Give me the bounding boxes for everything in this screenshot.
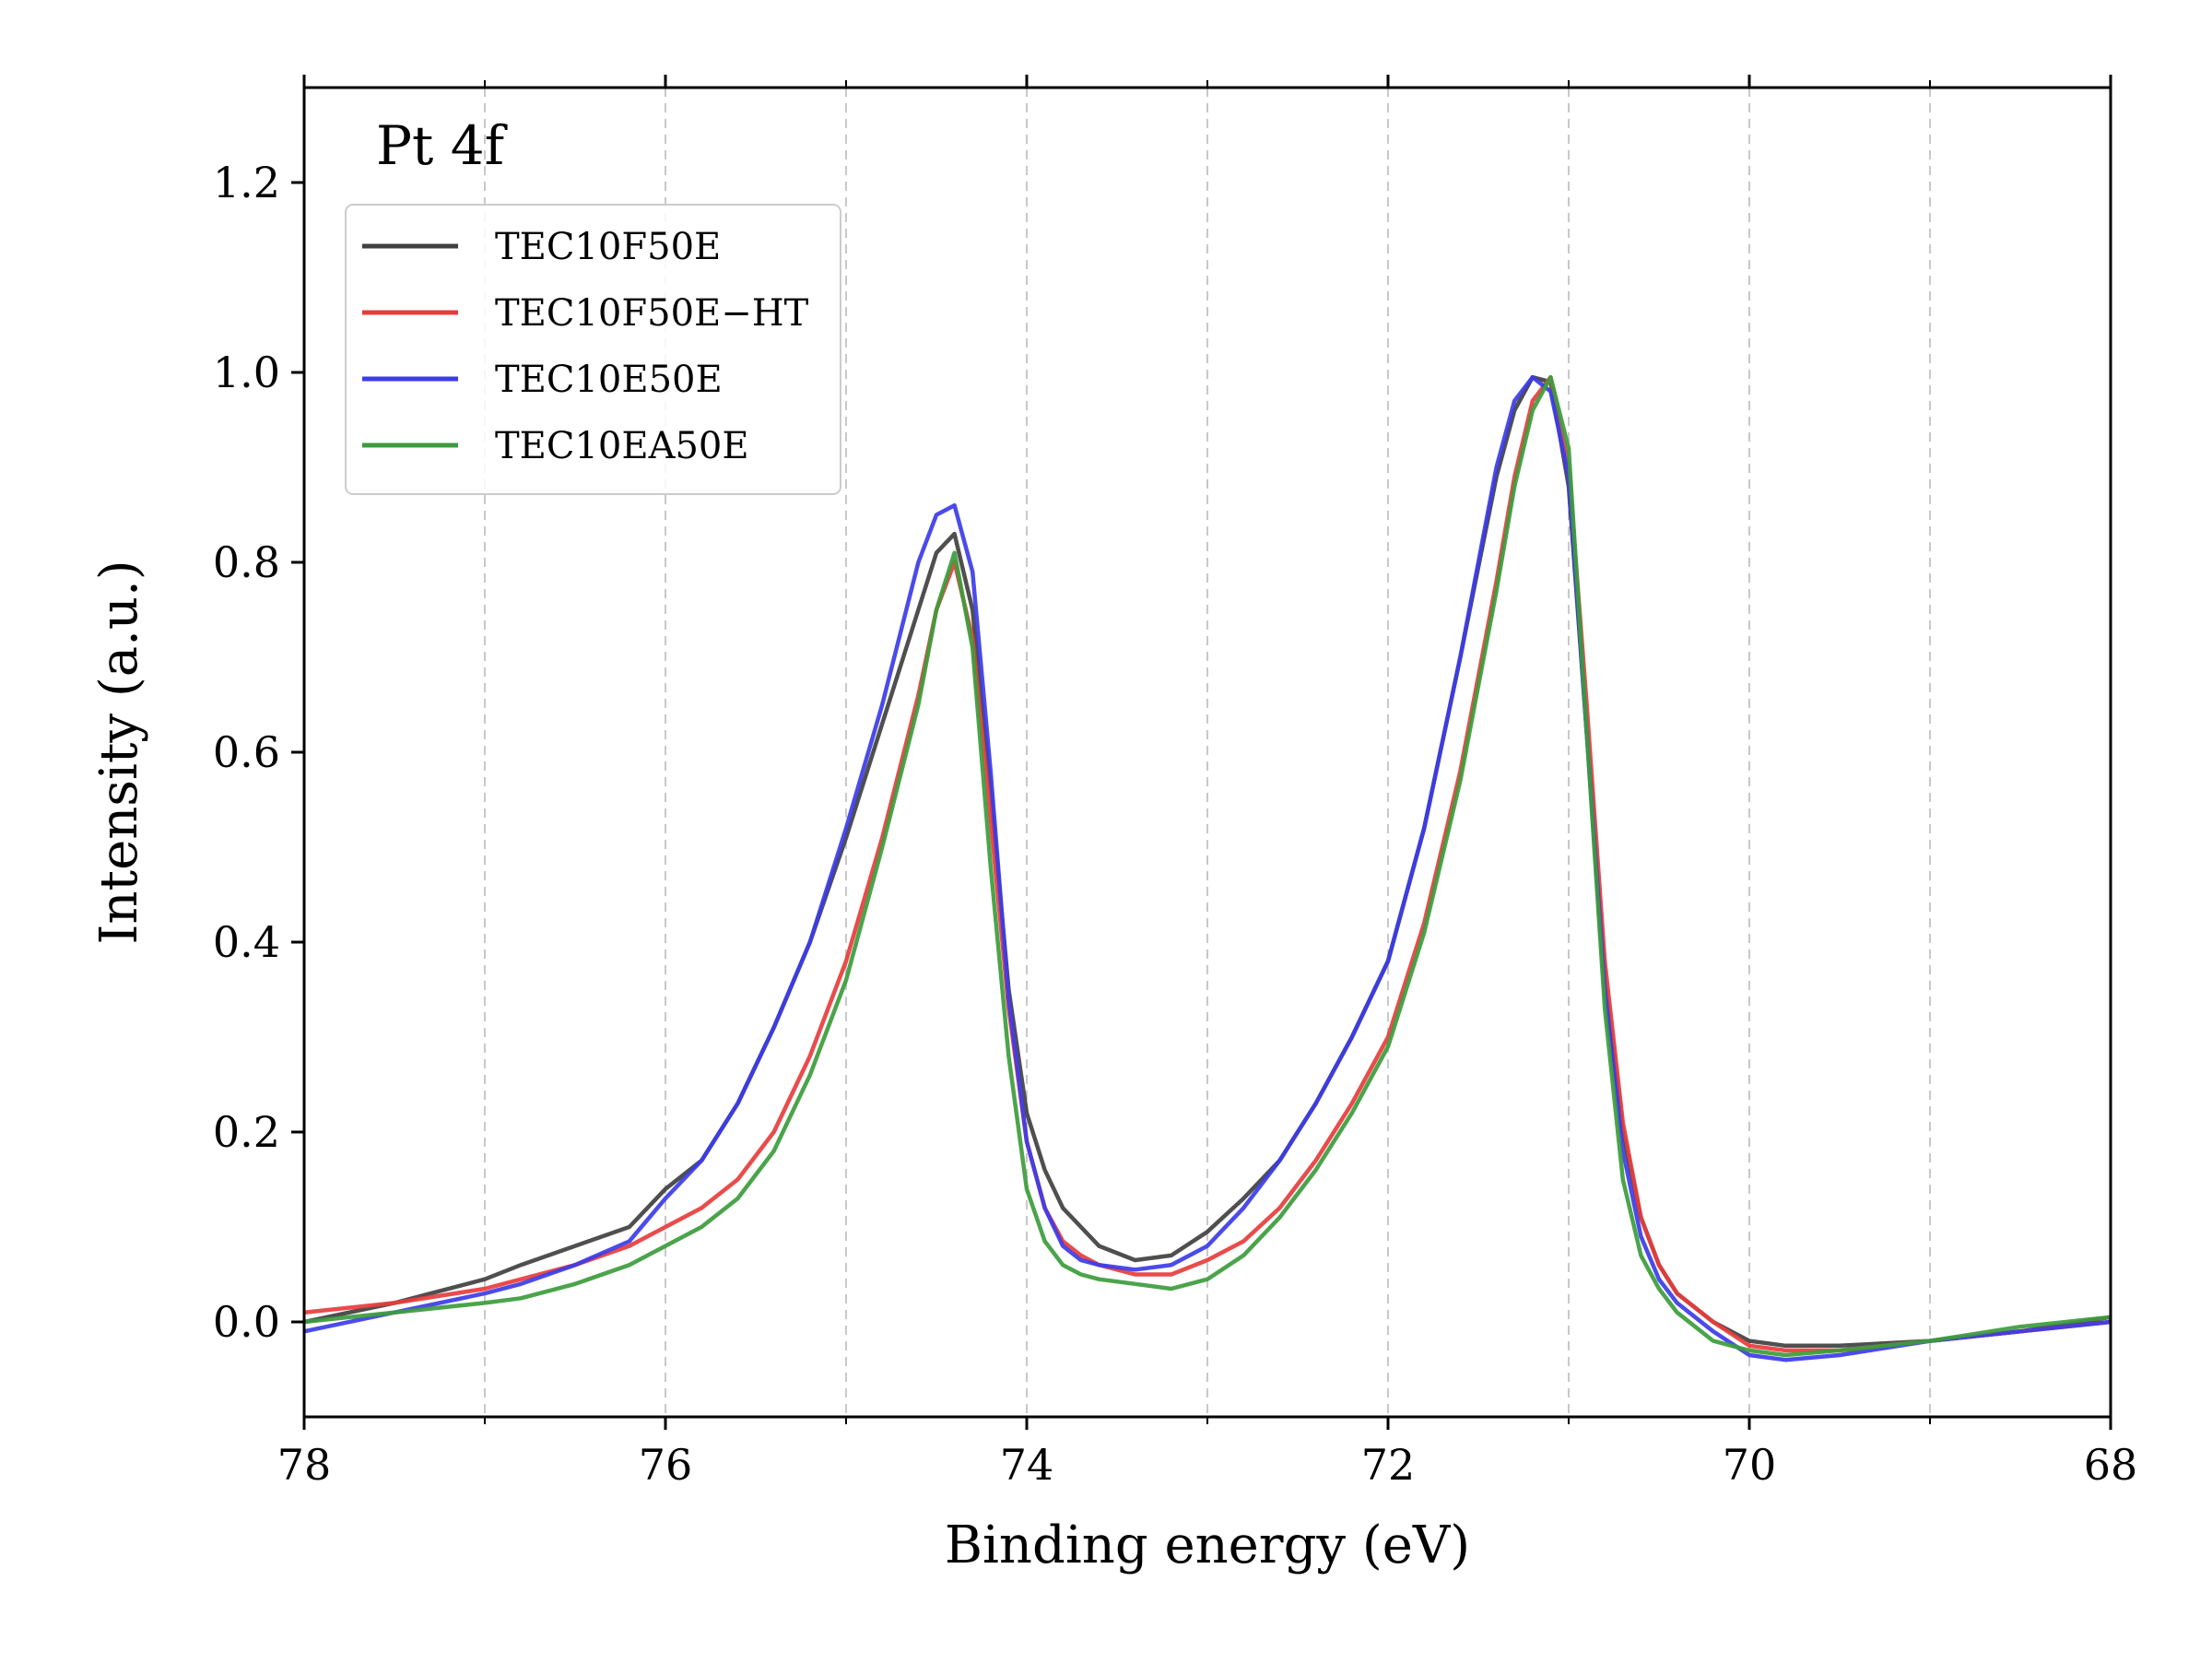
x-tick-label: 78 — [277, 1440, 332, 1490]
y-tick-label: 1.0 — [213, 348, 280, 397]
legend-label: TEC10EA50E — [495, 425, 749, 467]
x-tick-label: 76 — [639, 1440, 693, 1490]
series-line — [304, 374, 2111, 1362]
y-axis-label: Intensity (a.u.) — [89, 560, 149, 944]
axis-ticks: 78 76 74 72 70 68 0.0 0.2 0.4 0.6 0.8 1.0 1.2 — [213, 75, 2137, 1490]
x-tick-label: 74 — [1000, 1440, 1054, 1490]
y-tick-label: 1.2 — [213, 158, 280, 207]
x-tick-label: 70 — [1723, 1440, 1777, 1490]
legend-label: TEC10F50E — [495, 226, 721, 268]
legend-label: TEC10E50E — [495, 359, 723, 401]
y-tick-label: 0.4 — [213, 917, 280, 967]
y-tick-label: 0.6 — [213, 727, 280, 777]
x-tick-label: 68 — [2084, 1440, 2138, 1490]
series-lines — [304, 374, 2111, 1362]
series-line — [304, 374, 2111, 1358]
chart-annotation: Pt 4f — [376, 114, 508, 177]
legend-label: TEC10F50E−HT — [495, 292, 809, 335]
x-axis-label: Binding energy (eV) — [945, 1516, 1470, 1575]
legend-frame — [345, 204, 841, 495]
y-tick-label: 0.8 — [213, 537, 280, 587]
y-tick-label: 0.2 — [213, 1107, 280, 1157]
legend: TEC10F50E TEC10F50E−HT TEC10E50E TEC10EA50E — [345, 204, 841, 495]
y-tick-label: 0.0 — [213, 1297, 280, 1347]
series-line — [304, 374, 2111, 1353]
x-tick-label: 72 — [1361, 1440, 1416, 1490]
